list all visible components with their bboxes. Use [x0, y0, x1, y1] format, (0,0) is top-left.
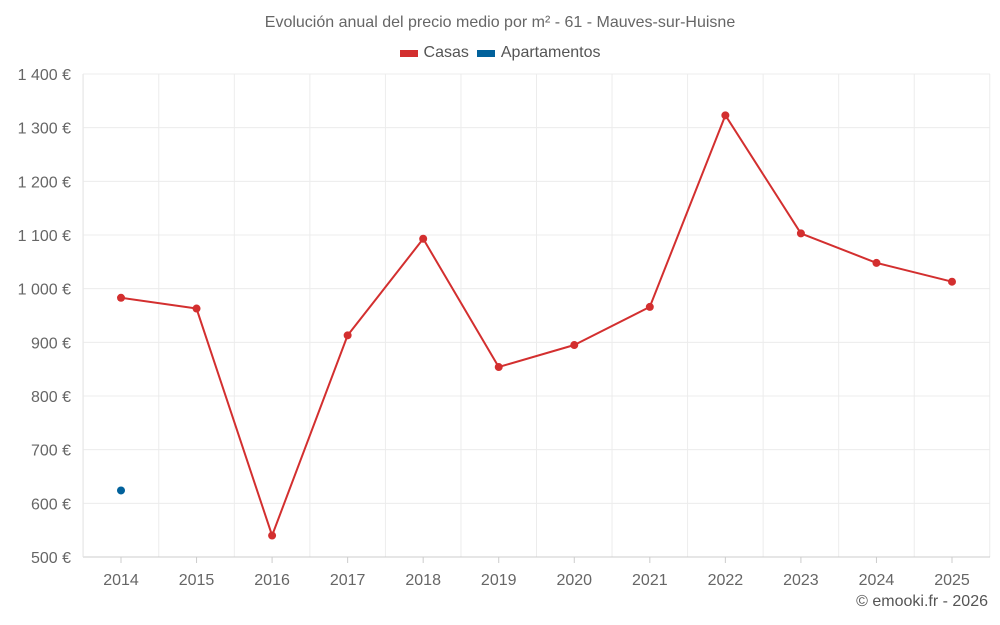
y-tick-label: 900 € — [31, 335, 71, 352]
legend-swatch-apartamentos — [476, 49, 495, 57]
series — [117, 111, 956, 540]
x-tick-label: 2016 — [254, 572, 290, 589]
data-point — [117, 293, 125, 302]
data-point — [494, 363, 503, 372]
legend-label-casas: Casas — [423, 44, 469, 61]
data-point — [268, 531, 277, 540]
x-tick-label: 2024 — [859, 572, 895, 589]
x-tick-label: 2021 — [632, 572, 668, 589]
grid — [82, 73, 991, 558]
y-tick-label: 700 € — [31, 443, 71, 460]
series-apartamentos — [117, 486, 125, 495]
series-casas — [117, 111, 956, 540]
y-tick-label: 1 200 € — [18, 174, 71, 191]
data-point — [948, 277, 956, 286]
data-point — [796, 229, 805, 238]
x-tick-label: 2025 — [934, 572, 970, 589]
data-point — [192, 304, 201, 313]
data-point — [721, 111, 730, 120]
data-point — [645, 302, 654, 311]
y-tick-label: 1 400 € — [18, 67, 71, 84]
x-tick-label: 2017 — [330, 572, 366, 589]
credit-text: © emooki.fr - 2026 — [856, 593, 988, 610]
x-tick-label: 2014 — [103, 572, 139, 589]
y-tick-label: 1 100 € — [18, 228, 71, 245]
data-point — [343, 331, 352, 340]
data-point — [419, 234, 428, 243]
y-tick-label: 1 300 € — [18, 121, 71, 138]
x-tick-label: 2023 — [783, 572, 819, 589]
x-tick-label: 2022 — [708, 572, 744, 589]
chart-title: Evolución anual del precio medio por m² … — [264, 14, 736, 31]
series-line-casas — [120, 114, 953, 537]
data-point — [117, 486, 125, 495]
legend-item-casas[interactable]: Casas — [399, 44, 469, 62]
y-tick-label: 800 € — [31, 389, 71, 406]
data-point — [570, 341, 579, 350]
y-tick-label: 500 € — [31, 550, 71, 567]
legend-item-apartamentos[interactable]: Apartamentos — [476, 44, 601, 62]
y-tick-label: 600 € — [31, 496, 71, 513]
x-tick-label: 2018 — [405, 572, 441, 589]
data-point — [872, 258, 881, 267]
y-tick-label: 1 000 € — [18, 282, 71, 299]
legend-label-apartamentos: Apartamentos — [500, 44, 601, 61]
axes: 500 € 600 € 700 € 800 € 900 € 1 000 € 1 100 € 1… — [18, 67, 990, 589]
x-tick-label: 2019 — [481, 572, 517, 589]
legend-swatch-casas — [399, 49, 418, 57]
x-tick-label: 2020 — [556, 572, 592, 589]
x-tick-label: 2015 — [179, 572, 215, 589]
legend: Casas Apartamentos — [0, 44, 1000, 62]
